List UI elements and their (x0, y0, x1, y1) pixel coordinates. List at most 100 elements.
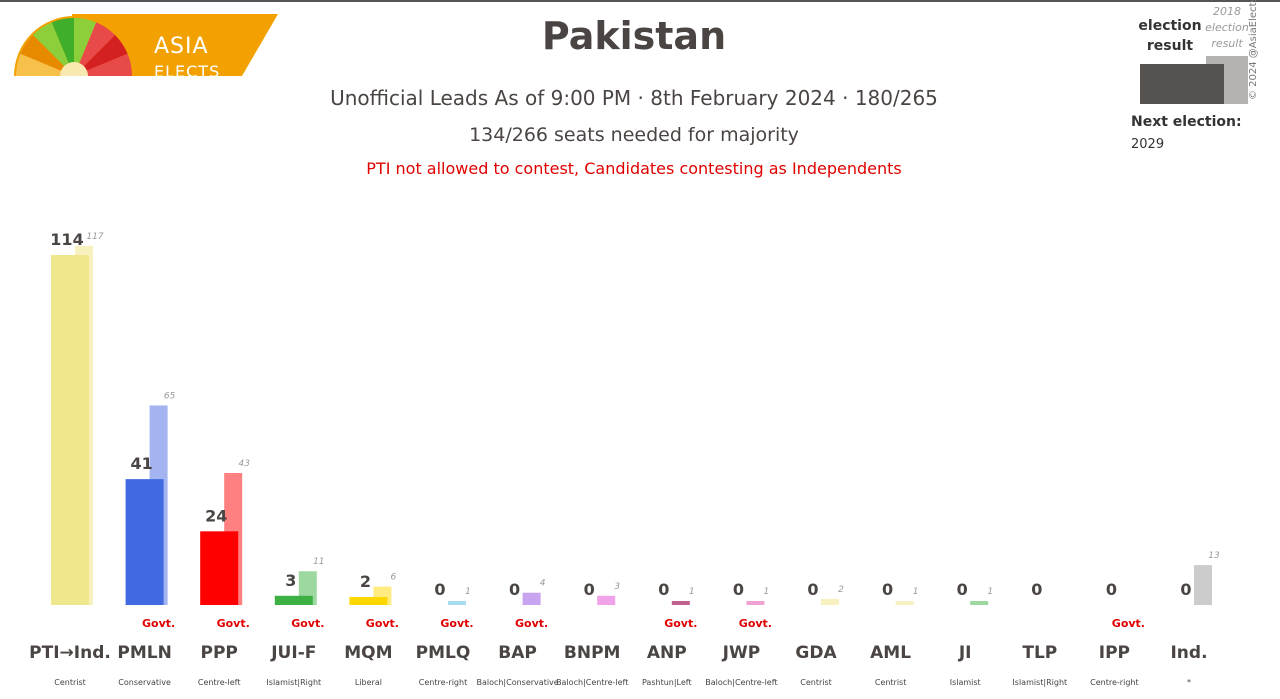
bar-value-label-3: 3 (285, 571, 296, 590)
category-label-11: AML (870, 643, 911, 663)
category-label-2: PPP (201, 643, 238, 663)
bar-prev-label-3: 11 (313, 557, 324, 567)
bar-value-label-2: 24 (205, 506, 227, 525)
bar-prev-label-4: 6 (391, 573, 397, 583)
ideology-label-6: Baloch|Conservative (476, 678, 558, 687)
logo-text-elects: ELECTS (154, 62, 221, 81)
category-label-6: BAP (498, 643, 537, 663)
bar-prev-label-11: 1 (913, 587, 919, 597)
subtitle-leads: Unofficial Leads As of 9:00 PM · 8th Feb… (330, 86, 938, 110)
bar-value-label-15: 0 (1180, 580, 1191, 599)
bar-prev-15 (1194, 565, 1212, 605)
logo-text-asia: ASIA (154, 34, 209, 59)
bar-prev-label-12: 1 (987, 587, 993, 597)
bar-value-label-9: 0 (733, 580, 744, 599)
bar-prev-5 (448, 601, 466, 605)
govt-label-8: Govt. (664, 617, 697, 630)
bar-value-label-14: 0 (1106, 580, 1117, 599)
bar-value-label-1: 41 (130, 454, 152, 473)
ideology-label-12: Islamist (950, 678, 981, 687)
top-rule (0, 0, 1280, 2)
asia-elects-logo: ASIA ELECTS (14, 14, 279, 81)
category-label-0: PTI→Ind. (29, 643, 111, 663)
category-label-1: PMLN (117, 643, 171, 663)
ideology-label-7: Baloch|Centre-left (556, 678, 628, 687)
ideology-label-2: Centre-left (198, 678, 241, 687)
bar-prev-label-8: 1 (689, 587, 695, 597)
ideology-label-13: Islamist|Right (1012, 678, 1067, 687)
category-label-3: JUI-F (270, 643, 316, 663)
ideology-label-3: Islamist|Right (266, 678, 321, 687)
govt-label-4: Govt. (366, 617, 399, 630)
bar-prev-label-1: 65 (164, 391, 176, 401)
bar-prev-12 (970, 601, 989, 605)
govt-label-14: Govt. (1112, 617, 1145, 630)
bar-value-label-10: 0 (807, 580, 818, 599)
bar-value-label-8: 0 (658, 580, 669, 599)
ideology-label-15: * (1187, 678, 1191, 687)
legend-result-label: election result (1138, 18, 1202, 54)
bar-prev-10 (821, 598, 839, 605)
category-label-5: PMLQ (416, 643, 471, 663)
logo-graphic (14, 14, 278, 76)
next-election-label: Next election: (1131, 114, 1242, 130)
bar-prev-label-15: 13 (1208, 551, 1220, 561)
bar-current-3 (274, 595, 313, 605)
category-label-10: GDA (795, 643, 837, 663)
ideology-label-11: Centrist (875, 678, 907, 687)
ideology-label-4: Liberal (355, 678, 382, 687)
bar-value-label-4: 2 (360, 572, 371, 591)
bar-value-label-12: 0 (957, 580, 968, 599)
bar-prev-label-9: 1 (764, 587, 770, 597)
bar-prev-label-10: 2 (838, 585, 844, 595)
bar-prev-7 (597, 595, 616, 605)
category-label-4: MQM (344, 643, 392, 663)
bar-current-0 (51, 255, 89, 605)
category-label-13: TLP (1022, 643, 1057, 663)
bar-current-1 (125, 479, 164, 605)
ideology-label-8: Pashtun|Left (642, 678, 692, 687)
bar-value-label-7: 0 (584, 580, 595, 599)
bar-prev-label-7: 3 (614, 582, 620, 592)
bar-prev-label-0: 117 (86, 232, 103, 242)
page-title: Pakistan (541, 14, 727, 58)
govt-label-2: Govt. (217, 617, 250, 630)
subtitle-note: PTI not allowed to contest, Candidates c… (366, 159, 902, 178)
legend-prev-label: 2018 election result (1205, 5, 1249, 50)
bar-current-4 (349, 597, 388, 605)
category-label-7: BNPM (564, 643, 621, 663)
category-label-8: ANP (647, 643, 687, 663)
bar-prev-6 (522, 592, 541, 605)
subtitle-majority: 134/266 seats needed for majority (469, 124, 799, 146)
next-election-year: 2029 (1131, 137, 1165, 152)
category-label-15: Ind. (1170, 643, 1207, 663)
legend-result-swatch (1140, 64, 1224, 104)
bar-prev-11 (895, 601, 914, 605)
ideology-label-0: Centrist (54, 678, 86, 687)
category-label-9: JWP (722, 643, 761, 663)
bar-value-label-5: 0 (434, 580, 445, 599)
category-label-14: IPP (1099, 643, 1130, 663)
govt-label-3: Govt. (291, 617, 324, 630)
govt-label-9: Govt. (739, 617, 772, 630)
bar-prev-label-6: 4 (540, 579, 546, 589)
bar-current-2 (200, 531, 239, 605)
bar-value-label-13: 0 (1031, 580, 1042, 599)
ideology-label-1: Conservative (118, 678, 171, 687)
bar-value-label-6: 0 (509, 580, 520, 599)
bar-value-label-0: 114 (50, 230, 83, 249)
bar-prev-8 (671, 601, 690, 605)
ideology-label-14: Centre-right (1090, 678, 1138, 687)
ideology-label-5: Centre-right (419, 678, 467, 687)
bar-prev-9 (746, 601, 765, 605)
bar-prev-label-5: 1 (465, 587, 471, 597)
bar-value-label-11: 0 (882, 580, 893, 599)
ideology-label-10: Centrist (800, 678, 832, 687)
govt-label-6: Govt. (515, 617, 548, 630)
category-label-12: JI (958, 643, 972, 663)
govt-label-5: Govt. (440, 617, 473, 630)
govt-label-1: Govt. (142, 617, 175, 630)
bar-prev-label-2: 43 (238, 459, 250, 469)
ideology-label-9: Baloch|Centre-left (705, 678, 777, 687)
